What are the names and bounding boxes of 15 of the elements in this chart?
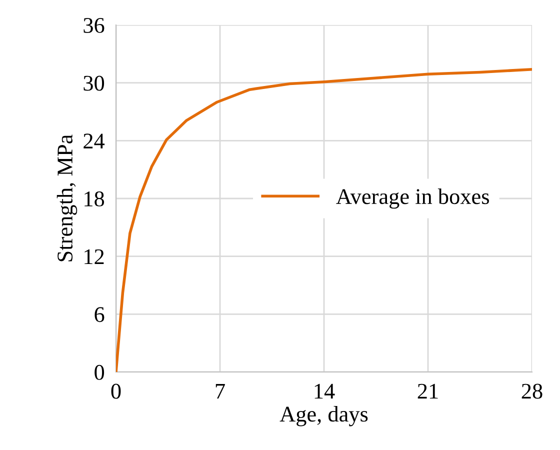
y-axis-title: Strength, MPa [56,134,78,262]
y-tick-label: 0 [94,364,104,380]
y-tick-label: 6 [94,307,104,322]
x-tick-label: 21 [418,384,438,399]
x-axis-title: Age, days [280,406,368,426]
legend-label: Average in boxes [336,188,489,209]
y-tick-label: 36 [84,18,104,33]
y-tick-label: 12 [84,249,104,264]
x-tick-label: 0 [111,384,121,399]
x-tick-label: 14 [314,384,335,399]
y-tick-label: 24 [84,134,105,148]
y-tick-label: 30 [84,76,104,91]
y-tick-label: 18 [84,191,104,206]
x-tick-label: 28 [522,384,542,399]
x-tick-label: 7 [216,384,225,399]
